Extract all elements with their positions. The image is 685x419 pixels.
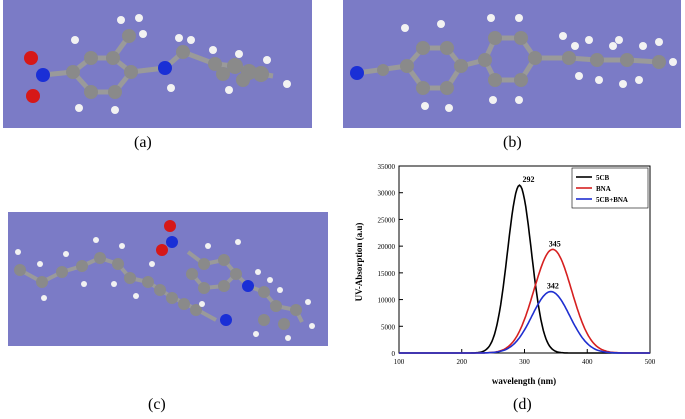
series-line-5cb <box>399 184 650 354</box>
y-tick-label: 20000 <box>378 243 396 251</box>
x-tick-label: 300 <box>519 358 530 366</box>
y-tick-label: 5000 <box>381 323 396 331</box>
peak-label: 345 <box>549 239 561 248</box>
molecule-panel-a <box>3 0 312 128</box>
molecule-a-render <box>24 14 291 114</box>
legend-entry: 5CB <box>596 174 610 182</box>
legend-entry: 5CB+BNA <box>596 196 628 204</box>
y-tick-label: 0 <box>392 350 396 358</box>
chart-ylabel: UV-Absorption (a.u) <box>354 223 364 302</box>
molecule-panel-b <box>343 0 681 128</box>
legend-entry: BNA <box>596 185 611 193</box>
y-tick-label: 15000 <box>378 270 396 278</box>
y-tick-label: 30000 <box>378 190 396 198</box>
x-tick-label: 400 <box>582 358 593 366</box>
caption-a: (a) <box>134 134 152 151</box>
x-tick-label: 500 <box>645 358 656 366</box>
molecule-b-render <box>350 14 677 112</box>
y-tick-label: 35000 <box>378 163 396 171</box>
peak-label: 342 <box>547 282 559 291</box>
x-tick-label: 100 <box>394 358 405 366</box>
molecule-c-render <box>14 220 315 341</box>
chart-xlabel: wavelength (nm) <box>492 376 556 386</box>
y-tick-label: 25000 <box>378 216 396 224</box>
caption-d: (d) <box>513 396 532 413</box>
x-tick-label: 200 <box>457 358 468 366</box>
series-line-bna <box>399 248 650 354</box>
caption-c: (c) <box>148 396 166 413</box>
uv-absorption-chart: 0 5000 10000 15000 20000 25000 30000 35000 100 20… <box>354 163 656 386</box>
molecule-panel-c <box>8 212 328 346</box>
series-line-5cb-bna <box>399 290 650 354</box>
caption-b: (b) <box>503 134 522 151</box>
peak-label: 292 <box>522 175 534 184</box>
y-tick-label: 10000 <box>378 297 396 305</box>
